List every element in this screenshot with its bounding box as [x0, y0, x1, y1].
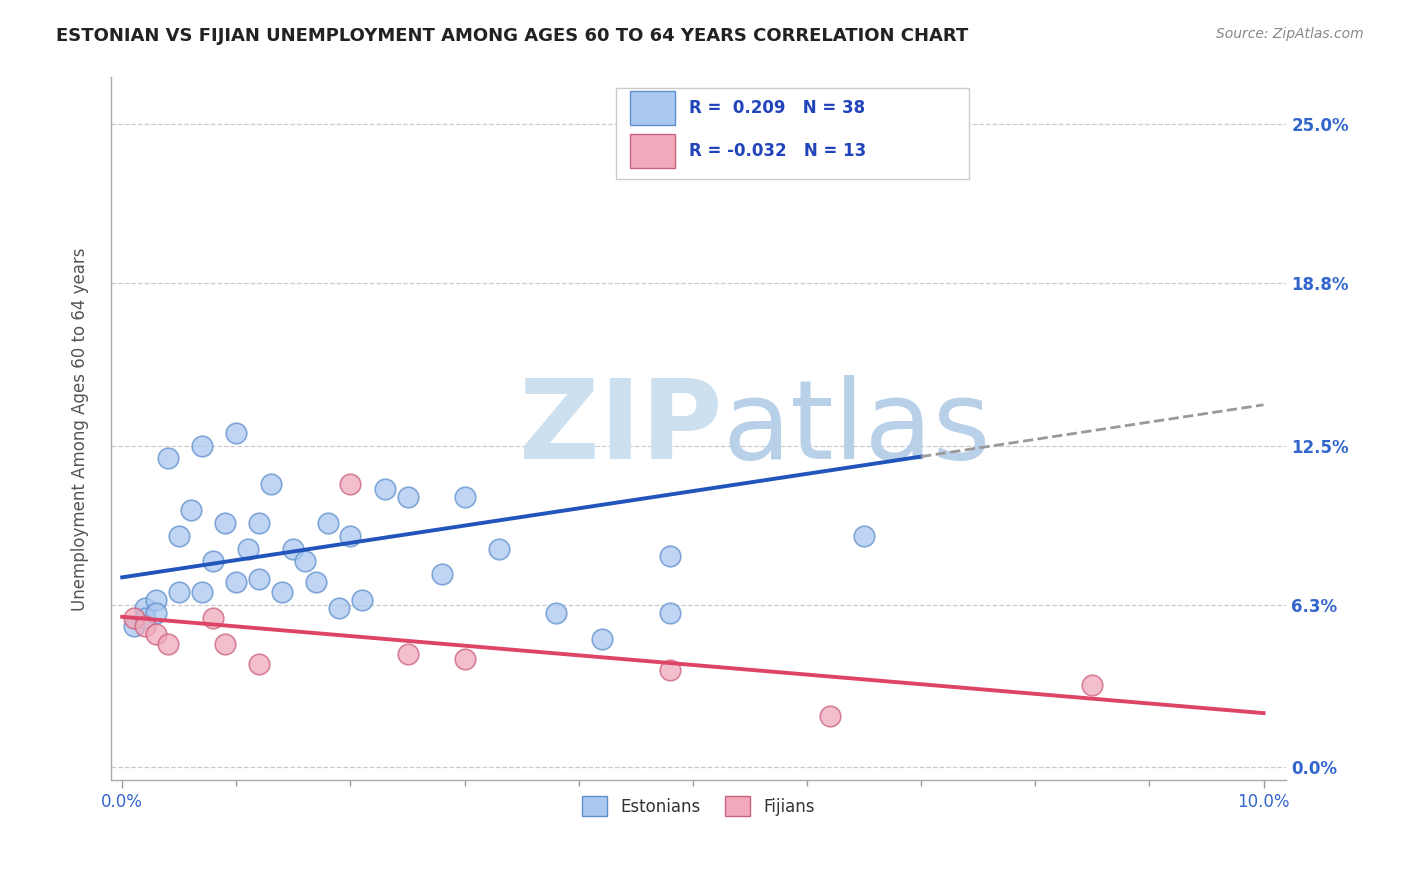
Text: ESTONIAN VS FIJIAN UNEMPLOYMENT AMONG AGES 60 TO 64 YEARS CORRELATION CHART: ESTONIAN VS FIJIAN UNEMPLOYMENT AMONG AG…: [56, 27, 969, 45]
Text: ZIP: ZIP: [519, 376, 723, 483]
Point: [145, 593, 167, 607]
Point: [236, 541, 259, 556]
Point: [350, 593, 373, 607]
Point: [396, 490, 419, 504]
Point: [156, 451, 179, 466]
Point: [167, 529, 190, 543]
Point: [339, 529, 361, 543]
Point: [910, 143, 932, 157]
Point: [156, 637, 179, 651]
Point: [430, 567, 453, 582]
Point: [134, 611, 156, 625]
Point: [374, 483, 396, 497]
Point: [271, 585, 294, 599]
Text: R =  0.209   N = 38: R = 0.209 N = 38: [689, 99, 865, 117]
Point: [202, 554, 225, 568]
Point: [122, 611, 145, 625]
FancyBboxPatch shape: [630, 135, 675, 168]
FancyBboxPatch shape: [630, 91, 675, 125]
Point: [339, 477, 361, 491]
Point: [659, 549, 682, 564]
Point: [202, 611, 225, 625]
Point: [247, 516, 270, 530]
Point: [591, 632, 613, 646]
Point: [134, 619, 156, 633]
FancyBboxPatch shape: [616, 88, 969, 179]
Point: [488, 541, 510, 556]
Point: [659, 606, 682, 620]
Point: [659, 663, 682, 677]
Legend: Estonians, Fijians: Estonians, Fijians: [574, 788, 824, 825]
Point: [191, 439, 214, 453]
Point: [122, 619, 145, 633]
Point: [225, 425, 247, 440]
Point: [305, 575, 328, 590]
Point: [294, 554, 316, 568]
Y-axis label: Unemployment Among Ages 60 to 64 years: Unemployment Among Ages 60 to 64 years: [72, 247, 89, 611]
Point: [453, 652, 475, 666]
Text: R = -0.032   N = 13: R = -0.032 N = 13: [689, 142, 866, 161]
Point: [1081, 678, 1104, 692]
Text: atlas: atlas: [723, 376, 991, 483]
Point: [145, 606, 167, 620]
Point: [167, 585, 190, 599]
Point: [225, 575, 247, 590]
Point: [214, 516, 236, 530]
Point: [818, 709, 841, 723]
Point: [328, 600, 350, 615]
Point: [259, 477, 281, 491]
Point: [316, 516, 339, 530]
Point: [247, 573, 270, 587]
Point: [180, 503, 202, 517]
Point: [214, 637, 236, 651]
Point: [453, 490, 475, 504]
Point: [145, 626, 167, 640]
Point: [247, 657, 270, 672]
Point: [544, 606, 567, 620]
Point: [396, 647, 419, 661]
Point: [283, 541, 305, 556]
Point: [853, 529, 876, 543]
Point: [191, 585, 214, 599]
Point: [134, 600, 156, 615]
Text: Source: ZipAtlas.com: Source: ZipAtlas.com: [1216, 27, 1364, 41]
